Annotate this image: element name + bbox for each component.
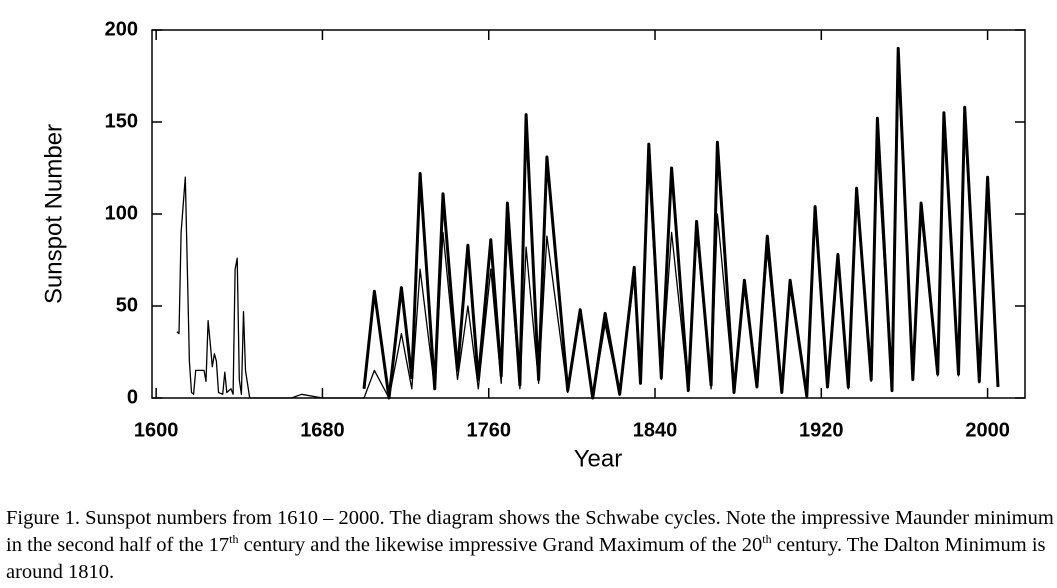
- caption: Figure 1. Sunspot numbers from 1610 – 20…: [6, 505, 1054, 586]
- caption-sup: th: [762, 532, 772, 547]
- sunspot-line: [362, 46, 1000, 400]
- y-tick-label: 100: [105, 202, 138, 224]
- caption-sup: th: [229, 532, 239, 547]
- y-axis-label: Sunspot Number: [40, 124, 67, 304]
- y-tick-label: 0: [127, 386, 138, 408]
- x-tick-label: 1840: [633, 419, 678, 441]
- y-tick-label: 50: [116, 294, 138, 316]
- x-tick-label: 1600: [134, 419, 179, 441]
- x-tick-label: 1760: [466, 419, 511, 441]
- y-tick-label: 200: [105, 18, 138, 40]
- caption-text: century and the likewise impressive Gran…: [238, 534, 763, 556]
- x-axis-label: Year: [574, 445, 623, 472]
- y-tick-label: 150: [105, 110, 138, 132]
- chart: Year Sunspot Number 1600 1680 1760 1840 1920…: [40, 18, 1026, 472]
- caption-text: Figure 1. Sunspot numbers from 1610 – 20…: [6, 507, 1054, 556]
- x-tick-label: 1920: [799, 419, 844, 441]
- caption-text: century. The Dalton Minimum is around 18…: [6, 534, 1046, 583]
- x-tick-label: 2000: [965, 419, 1010, 441]
- x-tick-label: 1680: [300, 419, 345, 441]
